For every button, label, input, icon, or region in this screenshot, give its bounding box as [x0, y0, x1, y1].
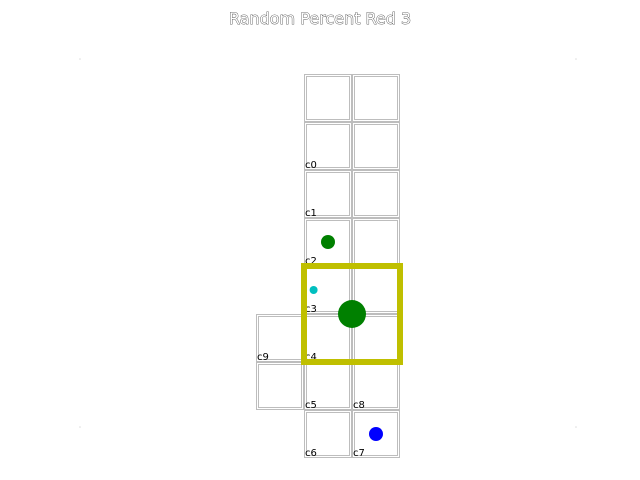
pieces: [309, 235, 383, 441]
corner-marker: [575, 426, 577, 428]
grid-cell: [352, 122, 400, 170]
blue-dot[interactable]: [369, 427, 383, 441]
cell-label-c1: c1: [305, 208, 317, 219]
game-title: Random Percent Red 3: [229, 9, 411, 28]
cell-label-c3: c3: [305, 304, 317, 315]
grid-cell: [352, 218, 400, 266]
green-dot-large[interactable]: [338, 300, 366, 328]
cell-label-c5: c5: [305, 400, 317, 411]
corner-marker: [575, 58, 577, 60]
grid-cell: [256, 362, 304, 410]
grid-cell: [352, 74, 400, 122]
cell-labels: c0 c1 c2 c3 c4 c5 c6 c7 c8 c9: [257, 160, 365, 459]
grid-cell: [352, 170, 400, 218]
cell-label-c0: c0: [305, 160, 317, 171]
grid-cell: [304, 74, 352, 122]
selection-box[interactable]: [301, 263, 403, 365]
corner-marker: [79, 58, 81, 60]
grid-cell-c7: [352, 410, 400, 458]
cyan-dot[interactable]: [309, 286, 318, 294]
grid-cell-c1: [304, 170, 352, 218]
cell-label-c2: c2: [305, 256, 317, 267]
cell-label-c4: c4: [305, 352, 317, 363]
selection-layer: [301, 263, 403, 365]
corner-markers: [79, 58, 577, 428]
cell-label-c9: c9: [257, 352, 269, 363]
corner-marker: [79, 426, 81, 428]
grid-cell-c0: [304, 122, 352, 170]
green-dot-small[interactable]: [321, 235, 335, 249]
cell-label-c8: c8: [353, 400, 365, 411]
cell-label-c6: c6: [305, 448, 317, 459]
grid-cell-c6: [304, 410, 352, 458]
cell-label-c7: c7: [353, 448, 365, 459]
